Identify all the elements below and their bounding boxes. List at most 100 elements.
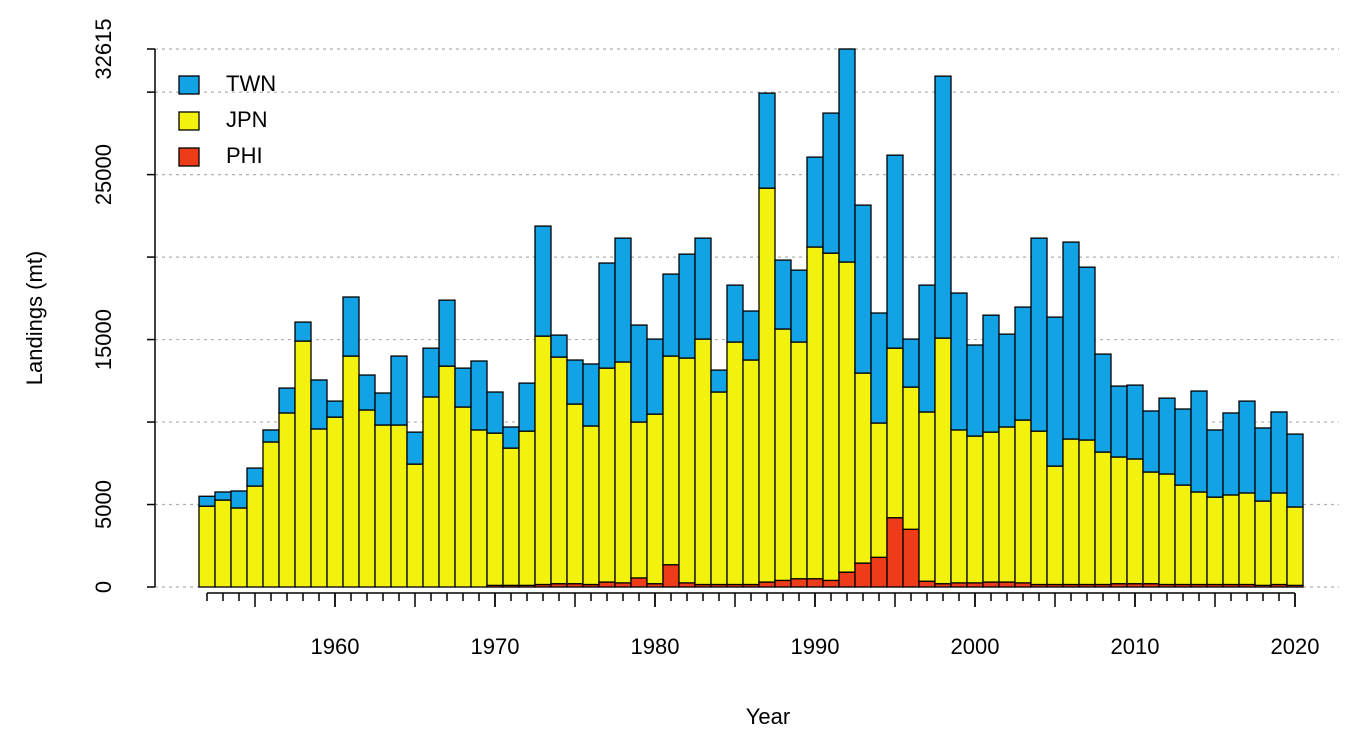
- legend-label: TWN: [226, 71, 276, 96]
- bar-segment: [998, 581, 1016, 588]
- bar-segment: [342, 296, 360, 357]
- bar-segment: [806, 156, 824, 248]
- bar-segment: [982, 314, 1000, 433]
- bar-segment: [214, 491, 232, 501]
- bar-segment: [342, 355, 360, 588]
- bar-segment: [1062, 438, 1080, 586]
- bar-segment: [422, 396, 440, 588]
- bar-segment: [566, 359, 584, 405]
- bar-segment: [902, 386, 920, 530]
- bar-segment: [454, 367, 472, 408]
- bar-segment: [822, 252, 840, 582]
- bar-segment: [582, 363, 600, 427]
- bar-segment: [630, 421, 648, 579]
- bar-segment: [822, 112, 840, 254]
- y-tick-label: 25000: [91, 144, 116, 205]
- bar-segment: [1030, 430, 1048, 586]
- bar-segment: [518, 382, 536, 432]
- bar-segment: [774, 579, 792, 588]
- legend-label: JPN: [226, 107, 268, 132]
- bar-segment: [902, 338, 920, 388]
- bar-segment: [950, 429, 968, 584]
- bar-segment: [870, 312, 888, 424]
- bar-segment: [694, 338, 712, 586]
- bar-segment: [934, 75, 952, 339]
- bar-segment: [790, 578, 808, 588]
- bar-segment: [806, 578, 824, 588]
- legend-swatch: [178, 147, 200, 167]
- bar-segment: [1078, 266, 1096, 441]
- bar-segment: [614, 361, 632, 584]
- y-tick-label: 5000: [91, 480, 116, 529]
- bar-segment: [822, 579, 840, 588]
- bar-segment: [294, 340, 312, 588]
- bar-segment: [1270, 411, 1288, 494]
- bar-segment: [982, 431, 1000, 583]
- x-tick-label: 1990: [791, 634, 840, 659]
- bar-segment: [246, 467, 264, 487]
- bar-segment: [518, 430, 536, 587]
- bar-segment: [950, 292, 968, 431]
- bar-segment: [1046, 316, 1064, 467]
- bar-segment: [806, 246, 824, 580]
- bar-segment: [630, 577, 648, 588]
- bar-segment: [1094, 353, 1112, 453]
- bar-segment: [1174, 408, 1192, 486]
- bar-segment: [326, 416, 344, 588]
- bar-segment: [742, 310, 760, 361]
- bar-segment: [198, 495, 216, 507]
- bar-segment: [1222, 412, 1240, 496]
- bar-segment: [326, 400, 344, 418]
- bar-segment: [646, 338, 664, 415]
- bar-segment: [1062, 241, 1080, 440]
- bar-segment: [598, 367, 616, 583]
- bar-segment: [374, 424, 392, 588]
- bar-segment: [790, 269, 808, 343]
- bar-segment: [486, 391, 504, 434]
- bar-segment: [1046, 465, 1064, 586]
- bar-segment: [662, 355, 680, 566]
- bar-segment: [870, 422, 888, 558]
- bar-segment: [630, 324, 648, 423]
- bar-segment: [870, 556, 888, 588]
- bar-segment: [982, 581, 1000, 588]
- bar-segment: [918, 284, 936, 413]
- bar-segment: [838, 48, 856, 263]
- bar-segment: [550, 334, 568, 358]
- bar-segment: [966, 435, 984, 584]
- y-tick-label: 15000: [91, 309, 116, 370]
- bar-segment: [230, 490, 248, 509]
- bar-segment: [262, 429, 280, 443]
- bar-segment: [374, 392, 392, 426]
- bar-segment: [294, 321, 312, 342]
- bar-segment: [406, 431, 424, 465]
- bar-segment: [1254, 427, 1272, 502]
- bar-segment: [678, 357, 696, 584]
- bar-segment: [742, 359, 760, 586]
- bar-segment: [1030, 237, 1048, 432]
- bar-segment: [262, 441, 280, 588]
- bar-segment: [1110, 456, 1128, 585]
- bar-segment: [1238, 400, 1256, 494]
- bar-segment: [566, 403, 584, 585]
- bar-segment: [918, 580, 936, 588]
- bar-segment: [1190, 491, 1208, 586]
- x-tick-label: 2020: [1271, 634, 1320, 659]
- bar-segment: [1190, 390, 1208, 493]
- x-tick-label: 2010: [1111, 634, 1160, 659]
- legend-label: PHI: [226, 143, 263, 168]
- bar-segment: [1222, 494, 1240, 586]
- bar-segment: [438, 299, 456, 367]
- bar-segment: [422, 347, 440, 398]
- bar-segment: [438, 365, 456, 588]
- bar-segment: [310, 428, 328, 588]
- bar-segment: [598, 262, 616, 369]
- bar-segment: [390, 355, 408, 426]
- x-tick-label: 1980: [631, 634, 680, 659]
- bar-segment: [1206, 429, 1224, 498]
- bar-segment: [550, 356, 568, 585]
- y-axis-label: Landings (mt): [22, 251, 47, 386]
- bar-segment: [902, 528, 920, 588]
- legend-swatch: [178, 75, 200, 95]
